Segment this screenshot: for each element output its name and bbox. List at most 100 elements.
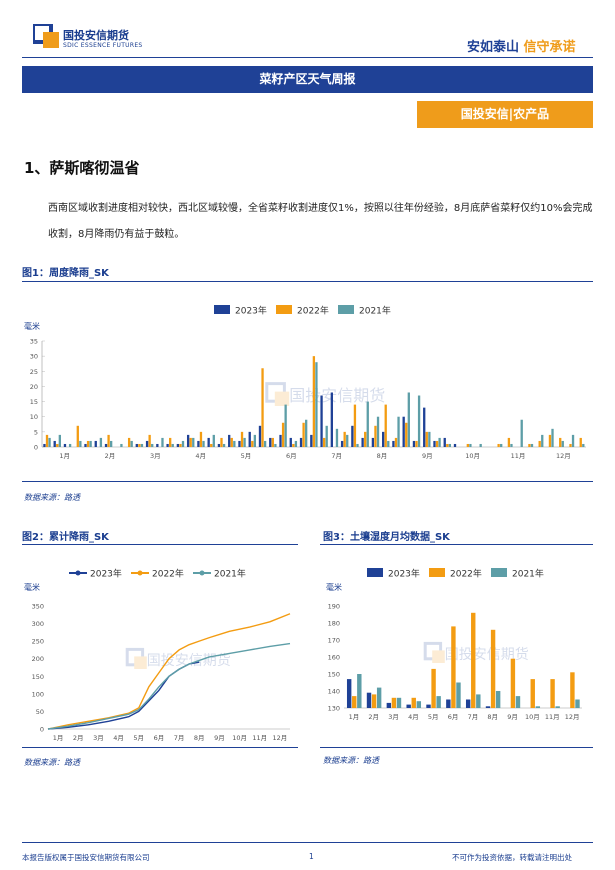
y-tick-label: 200 [32, 655, 44, 663]
bar-2-36 [417, 395, 421, 447]
bar-2-7 [495, 691, 501, 708]
x-tick-label: 5月 [133, 734, 144, 742]
x-tick-label: 6月 [154, 734, 165, 742]
bar-2-39 [448, 443, 452, 447]
series-line-2 [47, 642, 291, 730]
bar-1-37 [425, 431, 428, 447]
bar-1-51 [569, 443, 572, 447]
bar-2-8 [130, 440, 133, 447]
bar-1-22 [271, 437, 274, 447]
bar-1-47 [528, 443, 531, 447]
y-tick-label: 130 [328, 705, 340, 713]
legend-label-0: 2023年 [388, 568, 420, 580]
bar-1-5 [451, 626, 456, 708]
legend-label-1: 2022年 [297, 305, 329, 317]
section-title: 1、萨斯喀彻温省 [24, 159, 140, 177]
category-tag: 国投安信|农产品 [417, 101, 593, 128]
bar-1-6 [107, 434, 110, 447]
bar-0-19 [238, 440, 241, 447]
bar-0-6 [104, 443, 108, 447]
y-tick-label: 30 [30, 353, 38, 361]
bar-2-31 [366, 401, 369, 447]
bar-0-5 [94, 440, 97, 447]
bar-1-13 [179, 443, 182, 447]
bar-1-1 [371, 694, 377, 708]
x-tick-label: 1月 [59, 452, 70, 460]
x-tick-label: 3月 [388, 713, 399, 721]
legend-swatch-0 [367, 568, 383, 577]
bar-1-9 [138, 443, 141, 447]
bar-1-35 [405, 422, 408, 447]
y-tick-label: 25 [30, 368, 38, 376]
y-tick-label: 160 [328, 654, 340, 662]
x-tick-label: 10月 [232, 734, 247, 742]
watermark-text: 国投安信期货 [147, 652, 231, 669]
bar-1-24 [292, 443, 295, 447]
bar-0-24 [289, 437, 292, 447]
header-divider [22, 57, 593, 58]
fig3-source: 数据来源：路透 [323, 756, 379, 765]
bar-2-33 [387, 440, 390, 447]
section-paragraph: 西南区域收割进度相对较快，西北区域较慢，全省菜籽收割进度仅1%，按照以往年份经验… [48, 203, 593, 240]
bar-1-26 [312, 356, 316, 447]
bar-1-50 [559, 437, 562, 447]
y-tick-label: 140 [328, 688, 340, 696]
bar-1-0 [45, 434, 49, 447]
bar-2-16 [212, 434, 215, 447]
bar-1-12 [169, 437, 172, 447]
bar-2-11 [575, 699, 580, 708]
bar-2-47 [530, 443, 534, 447]
bar-1-39 [446, 443, 449, 447]
bar-2-1 [58, 434, 61, 447]
bar-1-52 [579, 437, 582, 447]
bar-2-0 [48, 437, 51, 447]
bar-1-8 [510, 658, 516, 708]
legend-swatch-2 [491, 568, 507, 577]
bar-2-11 [161, 437, 164, 447]
bar-0-25 [299, 437, 303, 447]
legend-marker-2 [199, 570, 205, 576]
x-tick-label: 3月 [150, 452, 161, 460]
y-tick-label: 0 [34, 444, 38, 452]
legend-marker-0 [75, 570, 81, 576]
x-tick-label: 7月 [174, 734, 185, 742]
bar-2-8 [515, 696, 521, 708]
fig2-title: 图2：累计降雨_SK [22, 532, 109, 543]
bar-2-9 [140, 443, 144, 447]
bar-2-4 [436, 696, 441, 708]
legend-swatch-1 [276, 305, 292, 314]
bar-1-0 [352, 696, 357, 708]
bar-0-13 [176, 443, 180, 447]
x-tick-label: 9月 [422, 452, 433, 460]
y-tick-label: 350 [32, 603, 44, 611]
bar-2-49 [551, 428, 554, 447]
bar-2-28 [335, 428, 339, 447]
watermark-text: 国投安信期货 [445, 646, 529, 663]
bar-0-16 [207, 437, 210, 447]
fig2-bottom-rule [22, 747, 298, 748]
bar-2-22 [274, 443, 277, 447]
x-tick-label: 7月 [331, 452, 342, 460]
bar-0-40 [453, 443, 457, 447]
series-line-0 [47, 661, 200, 730]
bar-1-11 [570, 672, 575, 708]
bar-1-7 [490, 629, 496, 708]
bar-0-30 [351, 425, 354, 447]
bar-0-18 [228, 434, 231, 447]
bar-2-42 [479, 443, 482, 447]
bar-0-2 [63, 443, 67, 447]
logo-text: 国投安信期货 [63, 29, 129, 42]
bar-2-25 [305, 419, 308, 447]
bar-1-30 [353, 404, 357, 447]
bar-0-38 [433, 440, 436, 447]
bar-1-2 [391, 697, 397, 708]
bar-0-36 [412, 440, 416, 447]
bar-0-21 [258, 425, 262, 447]
bar-2-2 [396, 697, 402, 708]
bar-0-17 [217, 443, 221, 447]
legend-swatch-2 [338, 305, 354, 314]
bar-2-17 [222, 443, 226, 447]
bar-2-30 [356, 443, 359, 447]
y-tick-label: 15 [30, 398, 38, 406]
